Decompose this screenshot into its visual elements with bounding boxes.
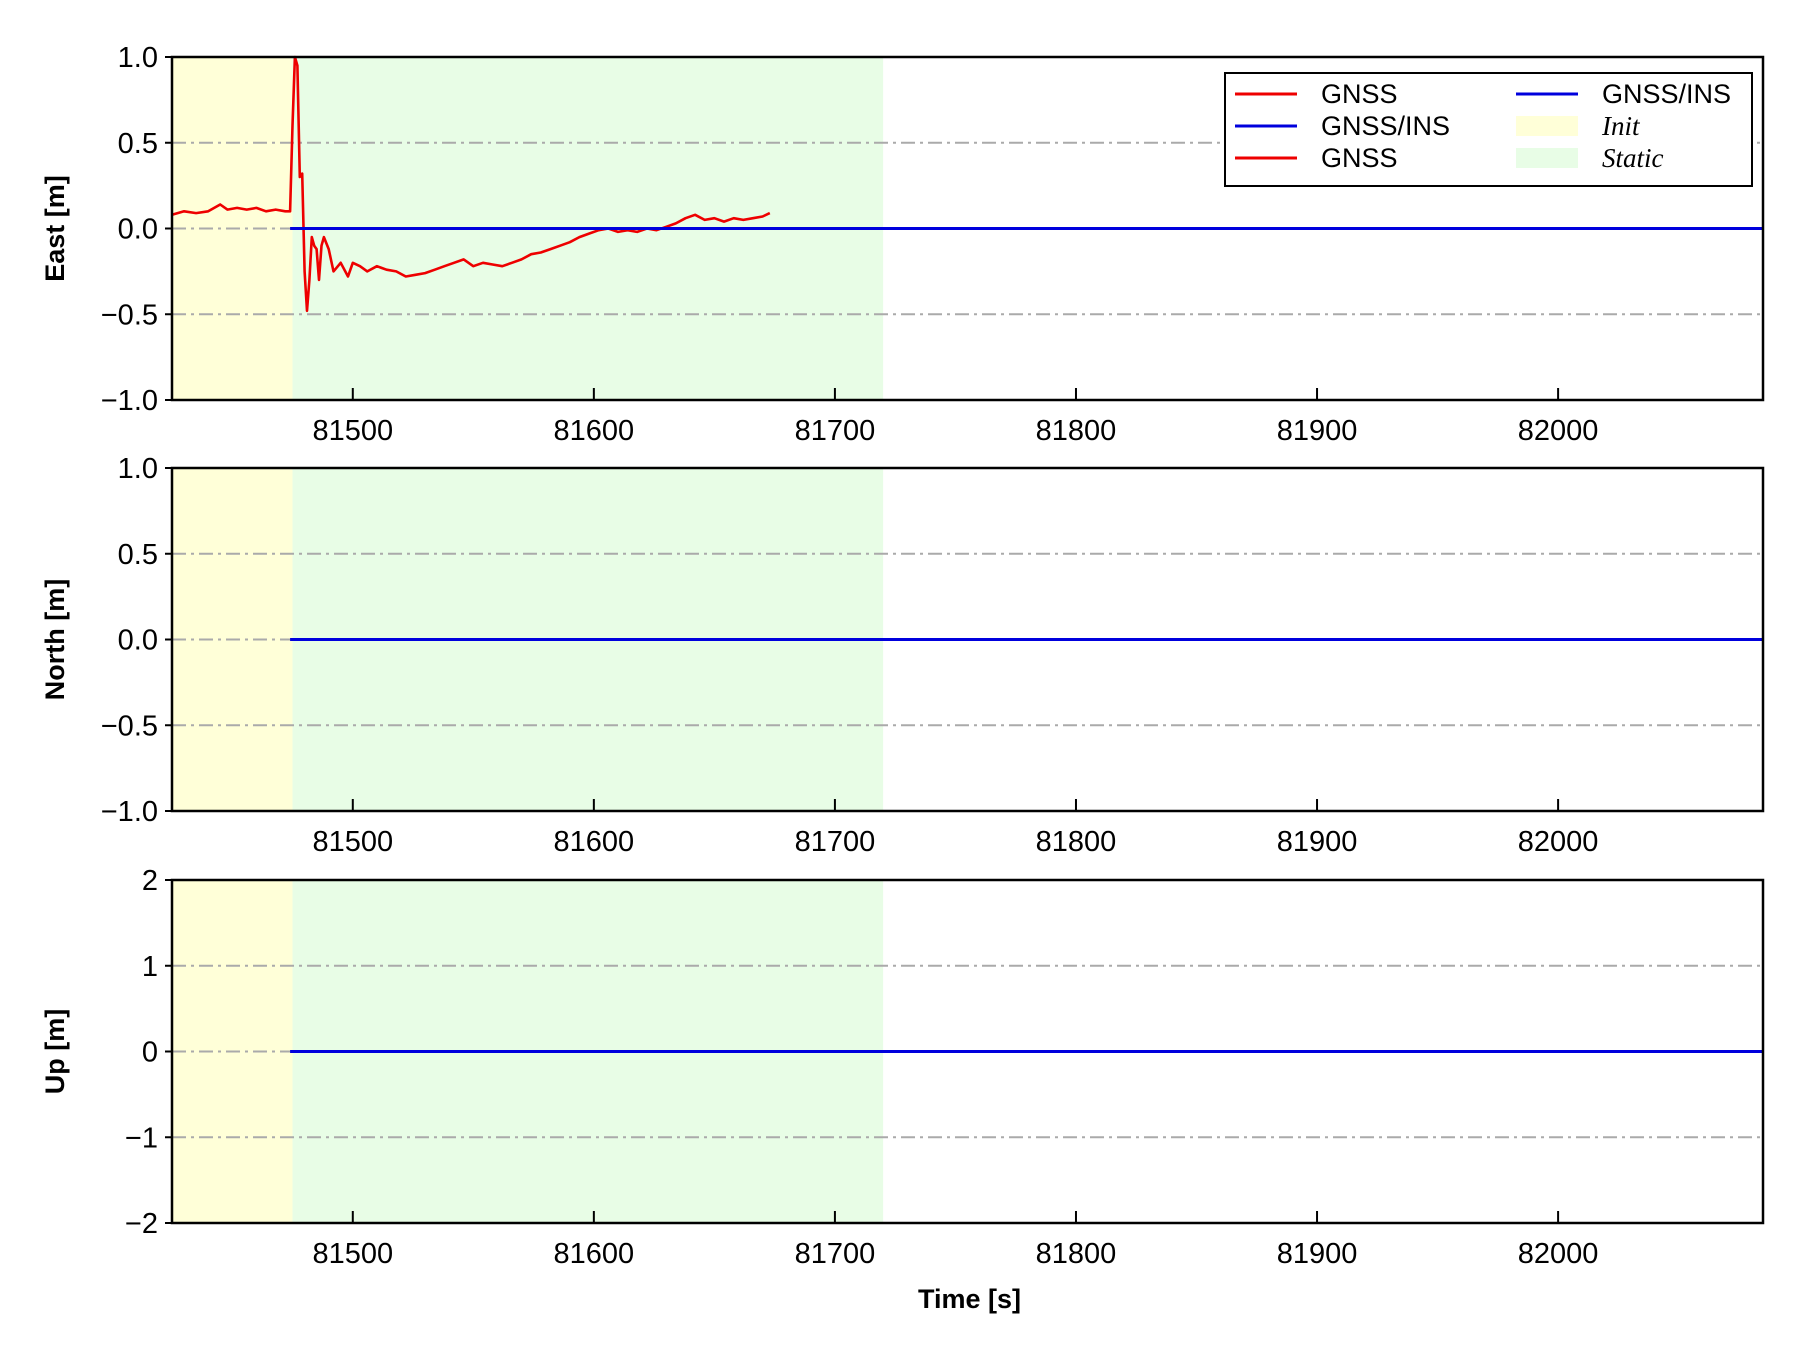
x-tick-label: 81500: [312, 826, 393, 858]
y-tick-label: −2: [125, 1208, 158, 1240]
y-tick-label: 1.0: [118, 42, 158, 74]
legend-label: GNSS/INS: [1321, 111, 1450, 141]
legend-swatch-patch: [1516, 116, 1578, 136]
x-tick-label: 81900: [1277, 1238, 1358, 1270]
y-tick-label: 0.5: [118, 539, 158, 571]
y-axis-label: East [m]: [40, 175, 70, 282]
legend-label: Init: [1601, 111, 1641, 141]
legend-label: Static: [1602, 143, 1664, 173]
x-tick-label: 81700: [795, 826, 876, 858]
x-tick-label: 81900: [1277, 415, 1358, 447]
panel-east: 1.0 0.5 0.0 −0.5 −1.0 81500 81600 81700 81800 819…: [40, 42, 1765, 447]
x-axis-label: Time [s]: [918, 1284, 1021, 1314]
y-axis-label: Up [m]: [40, 1009, 70, 1094]
x-tick-label: 81800: [1036, 826, 1117, 858]
y-tick-label: −1.0: [101, 796, 158, 828]
legend-label: GNSS/INS: [1602, 79, 1731, 109]
x-tick-label: 81900: [1277, 826, 1358, 858]
x-tick-label: 81700: [795, 415, 876, 447]
legend-swatch-patch: [1516, 148, 1578, 168]
y-tick-label: −0.5: [101, 299, 158, 331]
x-tick-label: 81600: [554, 826, 635, 858]
x-tick-label: 81500: [312, 415, 393, 447]
legend-label: GNSS: [1321, 79, 1398, 109]
x-tick-label: 82000: [1518, 826, 1599, 858]
x-tick-label: 82000: [1518, 1238, 1599, 1270]
panel-north: 1.0 0.5 0.0 −0.5 −1.0 81500 81600 81700 81800 819…: [40, 453, 1765, 858]
panel-up: 2 1 0 −1 −2 81500 81600 81700 81800 81900 82000 Up …: [40, 865, 1765, 1314]
y-tick-label: 1.0: [118, 453, 158, 485]
x-tick-label: 81700: [795, 1238, 876, 1270]
legend-label: GNSS: [1321, 143, 1398, 173]
x-tick-label: 81600: [554, 1238, 635, 1270]
y-tick-label: 0.5: [118, 128, 158, 160]
y-tick-label: 0: [142, 1037, 158, 1069]
x-tick-label: 82000: [1518, 415, 1599, 447]
legend-box: [1224, 72, 1753, 187]
x-tick-label: 81500: [312, 1238, 393, 1270]
x-tick-label: 81800: [1036, 1238, 1117, 1270]
y-tick-label: 0.0: [118, 625, 158, 657]
y-tick-label: −1: [125, 1122, 158, 1154]
x-tick-label: 81800: [1036, 415, 1117, 447]
y-tick-label: 1: [142, 951, 158, 983]
y-tick-label: −1.0: [101, 385, 158, 417]
y-tick-label: −0.5: [101, 710, 158, 742]
y-tick-label: 2: [142, 865, 158, 897]
y-axis-label: North [m]: [40, 579, 70, 700]
y-tick-label: 0.0: [118, 214, 158, 246]
x-tick-label: 81600: [554, 415, 635, 447]
